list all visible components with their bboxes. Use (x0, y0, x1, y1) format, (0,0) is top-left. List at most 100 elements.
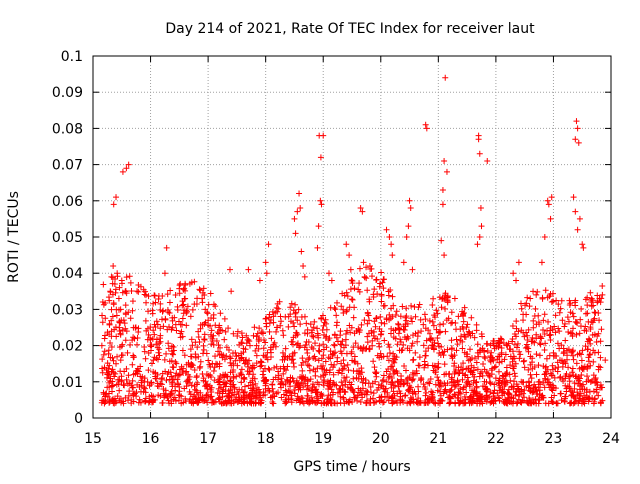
data-point (215, 395, 222, 402)
data-point (549, 382, 556, 389)
data-point (426, 317, 433, 324)
data-point (390, 355, 397, 362)
data-point (509, 348, 516, 355)
data-point (460, 360, 467, 367)
data-point (171, 394, 178, 401)
data-point (151, 292, 158, 299)
data-point (511, 341, 518, 348)
data-point (179, 315, 186, 322)
data-point (404, 380, 411, 387)
data-point (585, 358, 592, 365)
data-point (105, 294, 112, 301)
data-point (199, 295, 206, 302)
data-point (368, 273, 375, 280)
data-point (278, 384, 285, 391)
data-point (114, 393, 121, 400)
data-point (385, 357, 392, 364)
data-point (580, 381, 587, 388)
data-point (527, 295, 534, 302)
data-point (296, 190, 303, 197)
data-point (367, 384, 374, 391)
data-point (250, 332, 257, 339)
data-point (242, 388, 249, 395)
data-point (349, 296, 356, 303)
data-point (343, 350, 350, 357)
data-point (457, 337, 464, 344)
data-point (401, 362, 408, 369)
data-point (221, 381, 228, 388)
data-point (225, 346, 232, 353)
data-point (137, 388, 144, 395)
data-point (371, 364, 378, 371)
data-point (279, 327, 286, 334)
data-point (541, 346, 548, 353)
data-point (547, 337, 554, 344)
data-point (299, 367, 306, 374)
x-tick-labels: 15 16 17 18 19 20 21 22 23 24 (84, 431, 620, 447)
data-point (290, 360, 297, 367)
data-point (363, 264, 370, 271)
data-point (326, 335, 333, 342)
data-point (262, 259, 269, 266)
y-tick-label: 0.01 (52, 375, 83, 391)
data-point (570, 356, 577, 363)
x-tick-label: 18 (257, 431, 275, 447)
data-point (516, 391, 523, 398)
data-point (556, 328, 563, 335)
data-point (509, 365, 516, 372)
data-point (255, 399, 262, 406)
data-point (155, 293, 162, 300)
data-point (212, 353, 219, 360)
y-axis-label: ROTI / TECUs (6, 191, 22, 283)
grid (93, 56, 611, 418)
data-point (292, 332, 299, 339)
data-point (99, 319, 106, 326)
data-point (394, 390, 401, 397)
data-point (509, 336, 516, 343)
data-point (165, 369, 172, 376)
data-point (574, 391, 581, 398)
data-point (408, 343, 415, 350)
data-point (113, 194, 120, 201)
data-point (331, 361, 338, 368)
data-point (358, 389, 365, 396)
data-point (142, 355, 149, 362)
data-point (191, 278, 198, 285)
data-point (145, 308, 152, 315)
data-point (341, 374, 348, 381)
data-point (152, 373, 159, 380)
data-point (107, 288, 114, 295)
x-tick-label: 24 (602, 431, 620, 447)
data-point (473, 321, 480, 328)
data-point (181, 352, 188, 359)
data-point (168, 388, 175, 395)
data-point (397, 338, 404, 345)
data-point (561, 323, 568, 330)
data-point (309, 332, 316, 339)
data-point (438, 237, 445, 244)
data-point (215, 348, 222, 355)
data-point (540, 327, 547, 334)
data-point (451, 391, 458, 398)
data-point (262, 339, 269, 346)
data-point (312, 356, 319, 363)
data-point (260, 374, 267, 381)
data-point (492, 375, 499, 382)
data-point (316, 342, 323, 349)
data-point (364, 333, 371, 340)
data-point (469, 371, 476, 378)
data-point (236, 357, 243, 364)
data-point (252, 400, 259, 407)
data-point (299, 355, 306, 362)
data-point (445, 315, 452, 322)
data-point (227, 355, 234, 362)
data-point (325, 382, 332, 389)
data-point (278, 378, 285, 385)
data-point (266, 311, 273, 318)
data-point (216, 394, 223, 401)
data-point (542, 400, 549, 407)
data-point (289, 352, 296, 359)
data-point (179, 347, 186, 354)
data-point (504, 369, 511, 376)
data-point (521, 364, 528, 371)
